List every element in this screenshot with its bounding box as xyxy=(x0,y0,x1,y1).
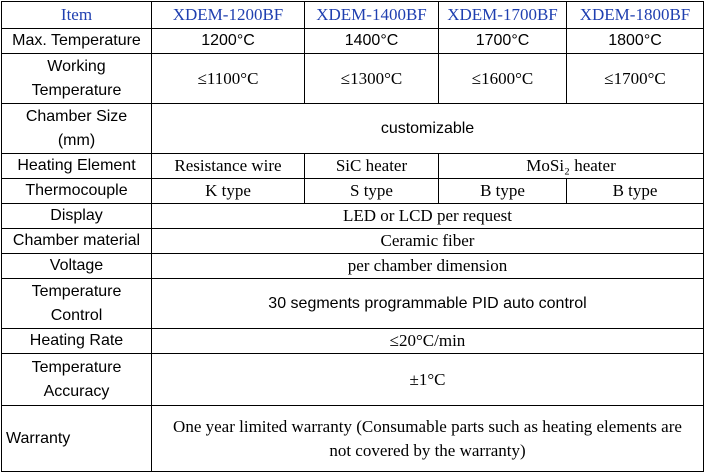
header-cell: XDEM-1400BF xyxy=(304,1,439,29)
row-label: Display xyxy=(1,203,152,229)
header-cell: Item xyxy=(1,1,152,29)
row-label: Temperature Accuracy xyxy=(1,353,152,406)
row: Temperature Control 30 segments programm… xyxy=(1,278,704,329)
row-label: Chamber material xyxy=(1,228,152,254)
row-label: Thermocouple xyxy=(1,178,152,204)
cell: ≤1700°C xyxy=(566,53,704,104)
cell: SiC heater xyxy=(304,153,439,179)
row: Warranty One year limited warranty (Cons… xyxy=(1,405,704,472)
row: Max. Temperature 1200°C 1400°C 1700°C 18… xyxy=(1,28,704,54)
cell: LED or LCD per request xyxy=(151,203,704,229)
row: Voltage per chamber dimension xyxy=(1,253,704,279)
cell: 1800°C xyxy=(566,28,704,54)
row-label: Chamber Size (mm) xyxy=(1,103,152,154)
row-label: Heating Element xyxy=(1,153,152,179)
row-label: Heating Rate xyxy=(1,328,152,354)
cell: Ceramic fiber xyxy=(151,228,704,254)
row: Display LED or LCD per request xyxy=(1,203,704,229)
cell: 1700°C xyxy=(438,28,567,54)
row: Working Temperature ≤1100°C ≤1300°C ≤160… xyxy=(1,53,704,104)
row-label: Max. Temperature xyxy=(1,28,152,54)
row-label: Working Temperature xyxy=(1,53,152,104)
row: Temperature Accuracy ±1°C xyxy=(1,353,704,406)
cell: S type xyxy=(304,178,439,204)
row-label: Temperature Control xyxy=(1,278,152,329)
row: Thermocouple K type S type B type B type xyxy=(1,178,704,204)
cell: 1400°C xyxy=(304,28,439,54)
cell: ≤1600°C xyxy=(438,53,567,104)
cell: customizable xyxy=(151,103,704,154)
cell: K type xyxy=(151,178,305,204)
cell: 30 segments programmable PID auto contro… xyxy=(151,278,704,329)
cell: One year limited warranty (Consumable pa… xyxy=(151,405,704,472)
cell: ≤1300°C xyxy=(304,53,439,104)
cell: per chamber dimension xyxy=(151,253,704,279)
row-label: Warranty xyxy=(1,405,152,472)
cell: 1200°C xyxy=(151,28,305,54)
cell: B type xyxy=(438,178,567,204)
header-cell: XDEM-1700BF xyxy=(438,1,567,29)
header-row: Item XDEM-1200BF XDEM-1400BF XDEM-1700BF… xyxy=(1,1,704,29)
cell: ≤1100°C xyxy=(151,53,305,104)
cell: B type xyxy=(566,178,704,204)
header-cell: XDEM-1800BF xyxy=(566,1,704,29)
cell: ≤20°C/min xyxy=(151,328,704,354)
row: Chamber material Ceramic fiber xyxy=(1,228,704,254)
cell: MoSi₂ heater xyxy=(438,153,704,179)
row-label: Voltage xyxy=(1,253,152,279)
cell: Resistance wire xyxy=(151,153,305,179)
cell: ±1°C xyxy=(151,353,704,406)
row: Heating Rate ≤20°C/min xyxy=(1,328,704,354)
header-cell: XDEM-1200BF xyxy=(151,1,305,29)
row: Chamber Size (mm) customizable xyxy=(1,103,704,154)
row: Heating Element Resistance wire SiC heat… xyxy=(1,153,704,179)
